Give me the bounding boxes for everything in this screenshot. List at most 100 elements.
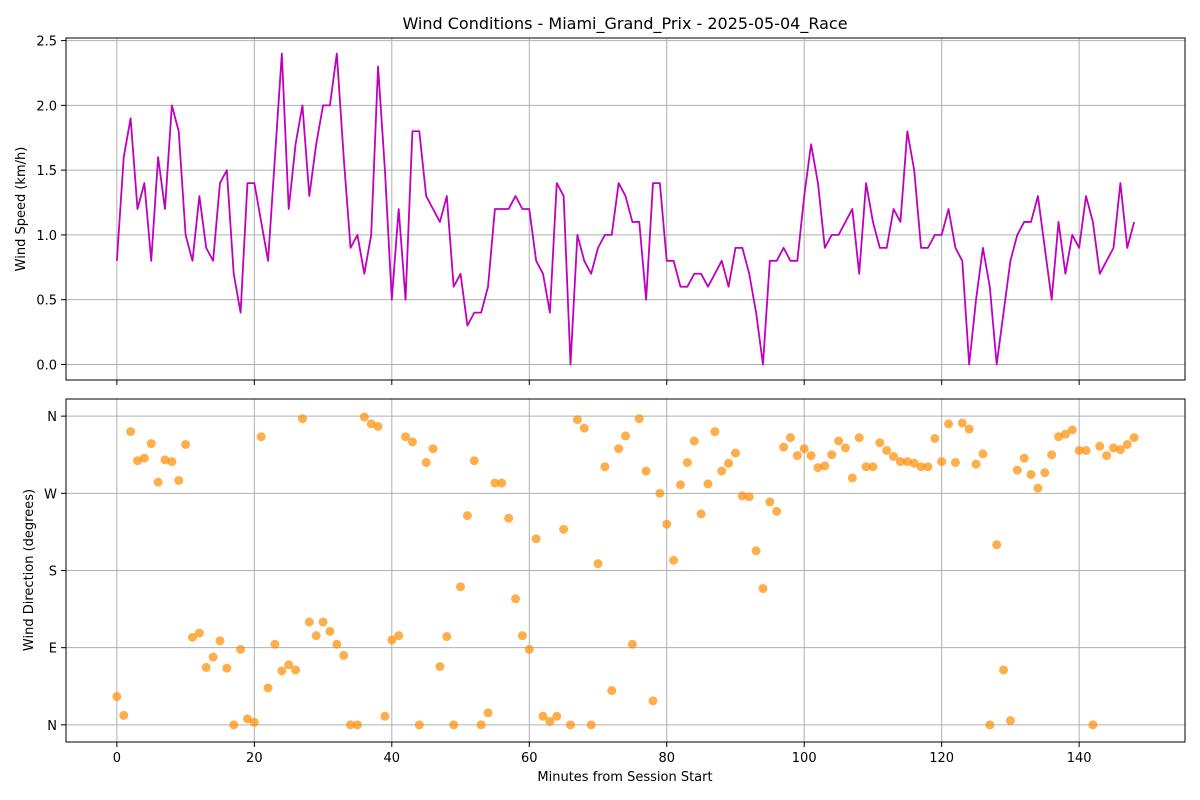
wind-direction-point — [387, 635, 397, 645]
wind-direction-point — [469, 456, 479, 466]
wind-direction-point — [607, 686, 617, 696]
wind-direction-point — [744, 492, 754, 502]
wind-direction-xtick-label: 80 — [658, 751, 675, 766]
wind-direction-point — [820, 461, 830, 471]
wind-direction-point — [1095, 441, 1105, 451]
wind-direction-point — [524, 644, 534, 654]
wind-direction-point — [181, 439, 191, 449]
wind-direction-point — [669, 555, 679, 565]
wind-direction-point — [270, 639, 280, 649]
wind-direction-point — [1005, 716, 1015, 726]
wind-direction-point — [696, 509, 706, 519]
wind-direction-point — [428, 444, 438, 454]
wind-direction-point — [813, 463, 823, 473]
wind-direction-point — [297, 414, 307, 424]
wind-direction-point — [627, 639, 637, 649]
wind-direction-point — [950, 457, 960, 467]
wind-direction-point — [572, 415, 582, 425]
wind-direction-point — [504, 513, 514, 523]
wind-direction-point — [992, 540, 1002, 550]
wind-direction-point — [806, 451, 816, 461]
wind-direction-point — [359, 412, 369, 422]
wind-direction-point — [311, 631, 321, 641]
wind-direction-point — [263, 683, 273, 693]
wind-direction-panel: 0 20 40 60 80 100 120 140 N E S W N Wind Direction (… — [22, 398, 1186, 785]
wind-direction-point — [1012, 465, 1022, 475]
wind-direction-point — [586, 720, 596, 730]
wind-direction-point — [483, 708, 493, 718]
wind-direction-point — [346, 720, 356, 730]
wind-direction-point — [352, 720, 362, 730]
wind-direction-point — [689, 436, 699, 446]
wind-direction-axes-frame — [65, 398, 1186, 743]
wind-direction-ylabel: Wind Direction (degrees) — [22, 489, 37, 651]
wind-speed-ytick-label: 1.0 — [36, 229, 57, 244]
wind-direction-point — [421, 457, 431, 467]
wind-direction-point — [201, 662, 211, 672]
wind-direction-point — [1054, 432, 1064, 442]
wind-direction-point — [621, 431, 630, 441]
x-axis-label: Minutes from Session Start — [537, 770, 712, 785]
wind-direction-xtick-label: 60 — [521, 751, 538, 766]
wind-direction-point — [861, 462, 871, 472]
wind-direction-point — [710, 427, 720, 437]
wind-speed-ytick-label: 2.0 — [36, 99, 57, 114]
wind-direction-point — [889, 451, 899, 461]
wind-direction-point — [449, 720, 459, 730]
wind-direction-point — [751, 546, 761, 556]
wind-direction-point — [792, 451, 802, 461]
wind-direction-xtick-label: 100 — [792, 751, 817, 766]
wind-direction-point — [1081, 445, 1091, 455]
wind-direction-point — [868, 462, 878, 472]
wind-speed-ytick-label: 2.5 — [36, 35, 57, 50]
wind-speed-ylabel: Wind Speed (km/h) — [14, 147, 29, 272]
wind-direction-point — [724, 458, 734, 468]
wind-direction-xtick-label: 40 — [384, 751, 401, 766]
wind-direction-point — [517, 631, 527, 641]
wind-direction-point — [579, 423, 589, 433]
wind-direction-point — [758, 584, 768, 594]
wind-direction-point — [215, 636, 225, 646]
wind-speed-ticks: 0.0 0.5 1.0 1.5 2.0 2.5 — [36, 35, 1080, 385]
wind-direction-point — [401, 432, 411, 442]
wind-direction-point — [208, 652, 218, 662]
wind-direction-point — [194, 628, 204, 638]
wind-direction-point — [146, 439, 156, 449]
wind-direction-point — [373, 421, 383, 431]
wind-direction-point — [559, 524, 569, 534]
wind-direction-point — [318, 617, 328, 627]
wind-direction-ytick-label: N — [47, 719, 57, 734]
wind-direction-point — [779, 442, 789, 452]
wind-direction-point — [339, 650, 349, 660]
wind-direction-grid — [66, 399, 1185, 742]
wind-direction-point — [854, 433, 864, 443]
wind-direction-point — [1060, 429, 1070, 439]
wind-direction-point — [174, 475, 184, 485]
wind-direction-point — [332, 639, 342, 649]
wind-direction-point — [236, 644, 246, 654]
wind-direction-point — [167, 457, 177, 467]
wind-direction-point — [634, 414, 644, 424]
wind-speed-ytick-label: 0.0 — [36, 358, 57, 373]
wind-direction-point — [442, 632, 452, 642]
wind-speed-grid — [66, 38, 1185, 380]
wind-direction-point — [675, 480, 685, 490]
wind-direction-point — [717, 466, 727, 476]
wind-direction-point — [380, 711, 390, 721]
wind-direction-point — [531, 534, 541, 544]
wind-direction-point — [593, 559, 603, 569]
wind-speed-line — [115, 52, 1136, 366]
wind-direction-point — [902, 457, 912, 467]
wind-direction-point — [160, 455, 170, 465]
wind-direction-point — [834, 436, 844, 446]
wind-direction-point — [895, 457, 905, 467]
wind-direction-point — [730, 448, 740, 458]
wind-direction-point — [1040, 468, 1050, 478]
wind-direction-point — [978, 449, 988, 459]
wind-direction-point — [944, 419, 954, 429]
wind-direction-series — [112, 412, 1139, 730]
wind-direction-xtick-label: 20 — [246, 751, 263, 766]
wind-direction-point — [153, 477, 163, 487]
wind-direction-ytick-label: S — [49, 565, 57, 580]
